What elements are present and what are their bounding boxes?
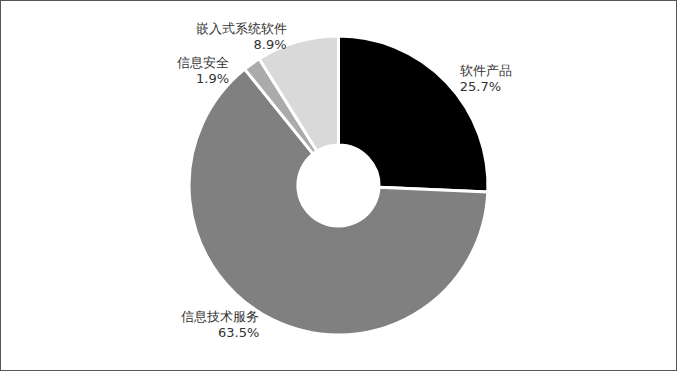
svg-text:信息技术服务: 信息技术服务 [181, 309, 259, 324]
svg-text:软件产品: 软件产品 [460, 63, 512, 78]
svg-text:1.9%: 1.9% [196, 71, 229, 86]
svg-text:8.9%: 8.9% [254, 37, 287, 52]
svg-text:63.5%: 63.5% [218, 325, 259, 340]
svg-text:25.7%: 25.7% [460, 79, 501, 94]
svg-text:嵌入式系统软件: 嵌入式系统软件 [196, 21, 287, 36]
svg-text:信息安全: 信息安全 [177, 55, 229, 70]
